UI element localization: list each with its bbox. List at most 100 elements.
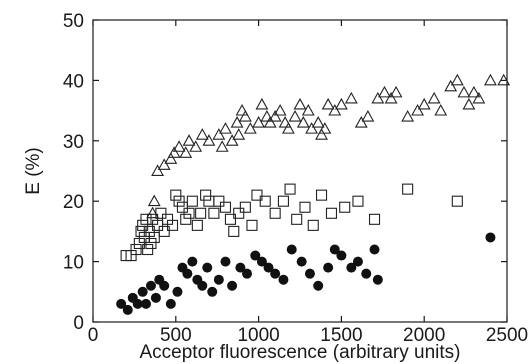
square-point — [325, 207, 338, 219]
triangle-point — [484, 73, 497, 86]
open-square-series — [120, 183, 463, 262]
circle-point — [182, 268, 193, 279]
square-point — [251, 189, 263, 201]
y-axis-label: E (%) — [23, 147, 44, 195]
circle-point — [150, 292, 161, 303]
square-point — [213, 195, 225, 207]
triangle-point — [164, 152, 178, 164]
circle-point — [137, 286, 148, 297]
triangle-point — [467, 85, 481, 98]
circle-point — [165, 298, 176, 309]
x-axis-label: Acceptor fluorescence (arbitrary units) — [139, 342, 460, 363]
circle-point — [369, 244, 380, 255]
triangle-point — [157, 158, 171, 170]
triangle-point — [328, 103, 342, 116]
triangle-point — [450, 73, 464, 86]
triangle-point — [230, 116, 244, 128]
triangle-point — [195, 128, 209, 140]
square-point — [155, 207, 167, 219]
square-point — [307, 219, 319, 231]
triangle-point — [434, 103, 448, 116]
square-point — [200, 189, 212, 201]
triangle-point — [238, 110, 252, 122]
x-tick-label: 1000 — [237, 325, 279, 346]
circle-point — [256, 256, 267, 267]
circle-point — [352, 256, 363, 267]
triangle-point — [268, 110, 282, 122]
triangle-point — [444, 79, 458, 92]
triangle-point — [278, 116, 292, 128]
triangle-point — [263, 116, 277, 128]
filled-circle-series — [116, 232, 496, 315]
square-point — [170, 189, 182, 201]
triangle-point — [378, 85, 391, 98]
circle-point — [213, 274, 224, 285]
triangle-point — [255, 97, 269, 110]
triangle-point — [344, 91, 358, 104]
plot-frame — [92, 19, 508, 323]
square-point — [166, 219, 179, 231]
data-points — [116, 73, 511, 315]
triangle-point — [497, 73, 511, 86]
circle-point — [250, 250, 261, 261]
circle-point — [145, 280, 156, 291]
circle-point — [116, 298, 127, 309]
circle-point — [304, 268, 315, 279]
y-tick-label: 20 — [63, 192, 84, 213]
square-point — [203, 195, 215, 207]
square-point — [219, 201, 232, 213]
square-point — [224, 213, 236, 225]
triangle-point — [457, 85, 471, 98]
circle-point — [202, 262, 213, 273]
circle-point — [323, 262, 334, 273]
circle-point — [197, 280, 208, 291]
triangle-point — [146, 206, 160, 219]
square-point — [130, 243, 142, 256]
triangle-point — [354, 116, 368, 128]
triangle-point — [318, 122, 332, 134]
square-point — [142, 243, 154, 256]
circle-point — [296, 256, 307, 267]
x-tick-label: 500 — [160, 325, 192, 346]
y-tick-label: 30 — [63, 132, 84, 153]
y-tick-label: 0 — [73, 313, 84, 334]
triangle-point — [417, 97, 431, 110]
circle-point — [336, 250, 347, 261]
square-point — [135, 225, 147, 237]
circle-point — [227, 280, 238, 291]
triangle-point — [334, 97, 348, 110]
y-tick-label: 40 — [63, 71, 84, 92]
tick-labels: 0 500 1000 1500 2000 2500 0 10 20 30 40 50 — [63, 11, 528, 346]
triangle-point — [315, 128, 328, 140]
triangle-point — [384, 91, 398, 104]
circle-point — [270, 268, 281, 279]
triangle-point — [296, 116, 310, 128]
square-point — [291, 213, 303, 225]
square-point — [269, 207, 281, 219]
square-point — [315, 189, 328, 201]
square-point — [173, 195, 185, 207]
square-point — [186, 195, 198, 207]
square-point — [339, 201, 351, 213]
axis-ticks — [92, 19, 508, 323]
triangle-point — [301, 103, 315, 116]
square-point — [183, 207, 195, 219]
triangle-point — [235, 103, 249, 116]
open-triangle-series — [146, 73, 511, 219]
square-point — [259, 195, 271, 207]
x-tick-label: 1500 — [320, 325, 362, 346]
circle-point — [346, 262, 357, 273]
x-tick-label: 2500 — [486, 325, 528, 346]
square-point — [137, 219, 149, 231]
triangle-point — [311, 116, 325, 128]
triangle-point — [212, 128, 226, 140]
square-point — [180, 213, 192, 225]
circle-point — [263, 262, 274, 273]
square-point — [158, 225, 170, 237]
triangle-point — [151, 164, 165, 176]
circle-point — [329, 244, 340, 255]
square-point — [176, 201, 188, 213]
circle-point — [122, 304, 133, 315]
circle-point — [313, 280, 324, 291]
triangle-point — [179, 146, 193, 158]
